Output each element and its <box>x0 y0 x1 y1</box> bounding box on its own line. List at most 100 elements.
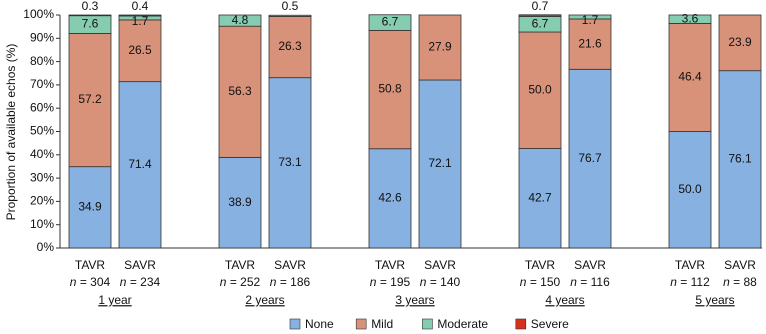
data-label: 34.9 <box>78 200 102 214</box>
bar-segment <box>68 33 112 168</box>
x-tick-label: TAVR <box>525 258 556 272</box>
x-tick-label: TAVR <box>225 258 256 272</box>
n-symbol: n <box>420 275 427 289</box>
n-symbol: n <box>723 275 730 289</box>
n-label: n = 304 <box>70 275 111 289</box>
data-label: 71.4 <box>128 157 152 171</box>
n-value: = 252 <box>226 275 260 289</box>
y-tick-label: 40% <box>30 147 54 161</box>
data-label: 21.6 <box>578 36 602 50</box>
data-label: 0.4 <box>132 0 149 13</box>
x-tick-label: TAVR <box>375 258 406 272</box>
bar-segment <box>568 68 612 249</box>
n-label: n = 116 <box>570 275 610 289</box>
n-value: = 112 <box>677 275 710 289</box>
n-value: = 150 <box>526 275 560 289</box>
bar-segment <box>218 25 262 158</box>
data-label: 1.7 <box>582 13 599 27</box>
x-tick-label: TAVR <box>675 258 706 272</box>
data-label: 26.5 <box>128 43 152 57</box>
y-tick-label: 60% <box>30 100 54 114</box>
n-value: = 304 <box>76 275 110 289</box>
bar-segment <box>268 77 312 249</box>
bar-segment <box>518 14 562 17</box>
n-symbol: n <box>220 275 227 289</box>
x-tick-label: SAVR <box>424 258 456 272</box>
bar-segment <box>568 14 612 20</box>
legend-swatch <box>289 318 301 330</box>
data-label: 50.8 <box>378 82 402 96</box>
bar-segment <box>368 29 412 150</box>
bar-segment <box>118 14 162 17</box>
n-symbol: n <box>670 275 677 289</box>
y-tick-label: 30% <box>30 170 54 184</box>
bar-segment <box>268 14 312 17</box>
bar-segment <box>518 31 562 149</box>
bar-segment <box>668 14 712 24</box>
bar-segment <box>118 19 162 83</box>
n-label: n = 234 <box>120 275 161 289</box>
data-label: 26.3 <box>278 39 302 53</box>
data-label: 7.6 <box>82 17 99 31</box>
n-value: = 234 <box>126 275 160 289</box>
data-label: 23.9 <box>728 35 752 49</box>
legend-label: Severe <box>531 317 569 331</box>
y-tick-label: 10% <box>30 217 54 231</box>
n-value: = 140 <box>426 275 460 289</box>
bar-segment <box>718 70 762 249</box>
n-label: n = 150 <box>520 275 561 289</box>
y-tick-label: 80% <box>30 54 54 68</box>
y-tick-label: 20% <box>30 194 54 208</box>
legend-swatch <box>355 318 367 330</box>
bar-segment <box>68 166 112 249</box>
data-label: 0.7 <box>532 0 549 13</box>
data-label: 3.6 <box>682 11 699 25</box>
y-tick-label: 0% <box>37 240 55 254</box>
data-label: 76.1 <box>728 152 752 166</box>
x-tick-label: SAVR <box>274 258 306 272</box>
data-label: 38.9 <box>228 195 252 209</box>
legend-label: Moderate <box>437 317 488 331</box>
y-tick-label: 100% <box>23 7 54 21</box>
data-label: 6.7 <box>382 15 399 29</box>
x-tick-label: SAVR <box>124 258 156 272</box>
group-label: 5 years <box>695 293 734 307</box>
bar-segment <box>418 14 462 81</box>
n-label: n = 186 <box>270 275 311 289</box>
legend-label: Mild <box>371 317 393 331</box>
legend-label: None <box>305 317 334 331</box>
y-axis-label: Proportion of available echos (%) <box>4 44 18 221</box>
data-label: 50.0 <box>528 82 552 96</box>
n-value: = 186 <box>276 275 310 289</box>
bar-segment <box>368 148 412 249</box>
group-label: 1 year <box>98 293 131 307</box>
n-symbol: n <box>270 275 277 289</box>
data-label: 0.5 <box>282 0 299 13</box>
n-symbol: n <box>70 275 77 289</box>
bar-segment <box>368 14 412 31</box>
data-label: 57.2 <box>78 92 102 106</box>
n-label: n = 140 <box>420 275 461 289</box>
legend-swatch <box>422 318 433 330</box>
n-label: n = 252 <box>220 275 261 289</box>
bar-segment <box>218 14 262 27</box>
n-value: = 88 <box>730 275 757 289</box>
group-label: 3 years <box>395 293 434 307</box>
data-label: 73.1 <box>278 155 302 169</box>
y-tick-label: 70% <box>30 77 54 91</box>
n-symbol: n <box>370 275 377 289</box>
data-label: 0.3 <box>82 0 99 13</box>
data-label: 1.7 <box>132 14 149 28</box>
data-label: 56.3 <box>228 84 252 98</box>
n-symbol: n <box>570 275 577 289</box>
y-tick-label: 50% <box>30 124 54 138</box>
data-label: 42.7 <box>528 190 552 204</box>
n-label: n = 88 <box>723 275 757 289</box>
data-label: 50.0 <box>678 182 702 196</box>
bar-segment <box>218 156 262 249</box>
x-tick-label: SAVR <box>574 258 606 272</box>
bar-segment <box>68 14 112 17</box>
bar-segment <box>518 148 562 249</box>
n-symbol: n <box>120 275 127 289</box>
